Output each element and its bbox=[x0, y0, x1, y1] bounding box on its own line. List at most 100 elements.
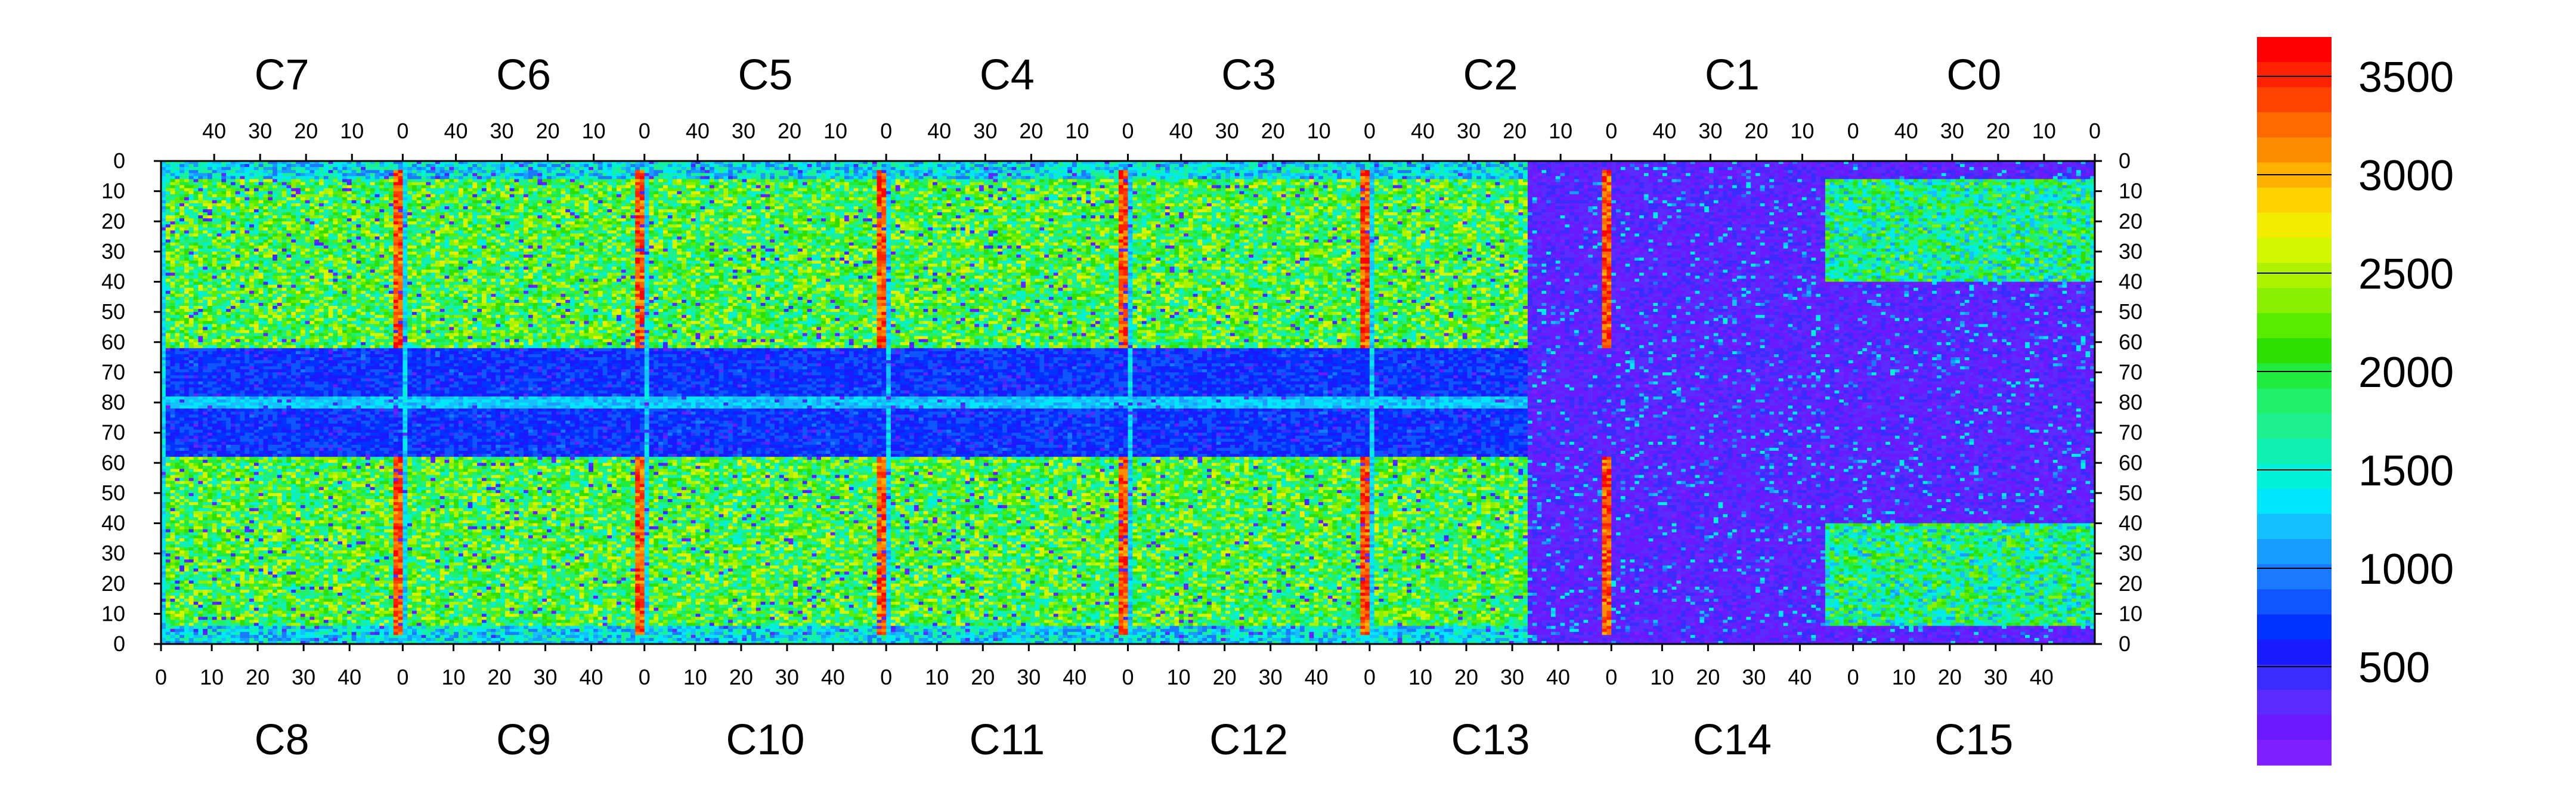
heatmap-cell bbox=[1267, 167, 1272, 171]
heatmap-cell bbox=[175, 173, 179, 177]
heatmap-cell bbox=[658, 167, 663, 171]
heatmap-cell bbox=[961, 176, 965, 179]
heatmap-cell bbox=[2039, 167, 2044, 171]
heatmap-cell bbox=[1704, 170, 1709, 174]
heatmap-cell bbox=[1472, 167, 1476, 171]
heatmap-cell bbox=[1114, 173, 1119, 177]
heatmap-cell bbox=[1179, 164, 1184, 168]
heatmap-cell bbox=[282, 164, 287, 168]
heatmap-cell bbox=[937, 167, 942, 171]
heatmap-cell bbox=[1616, 173, 1621, 177]
heatmap-cell bbox=[812, 167, 816, 171]
heatmap-cell bbox=[905, 167, 909, 171]
heatmap-cell bbox=[691, 170, 696, 174]
heatmap-cell bbox=[1634, 167, 1639, 171]
heatmap-cell bbox=[1123, 176, 1128, 179]
heatmap-cell bbox=[589, 173, 593, 177]
heatmap-cell bbox=[1435, 170, 1439, 174]
heatmap-cell bbox=[496, 173, 500, 177]
heatmap-cell bbox=[979, 176, 984, 179]
heatmap-cell bbox=[463, 170, 468, 174]
heatmap-cell bbox=[1263, 167, 1268, 171]
heatmap-cell bbox=[1095, 176, 1100, 179]
heatmap-cell bbox=[472, 170, 477, 174]
heatmap-cell bbox=[1820, 170, 1825, 174]
heatmap-cell bbox=[184, 170, 189, 174]
heatmap-cell bbox=[552, 167, 556, 171]
heatmap-cell bbox=[2035, 170, 2039, 174]
heatmap-cell bbox=[1979, 167, 1983, 171]
heatmap-cell bbox=[723, 170, 728, 174]
heatmap-cell bbox=[1277, 170, 1281, 174]
heatmap-cell bbox=[1086, 173, 1091, 177]
heatmap-cell bbox=[375, 167, 380, 171]
heatmap-cell bbox=[407, 176, 412, 179]
heatmap-cell bbox=[1946, 173, 1951, 177]
heatmap-cell bbox=[788, 173, 793, 177]
heatmap-cell bbox=[1174, 164, 1179, 168]
heatmap-cell bbox=[1212, 164, 1216, 168]
heatmap-cell bbox=[1895, 170, 1900, 174]
heatmap-cell bbox=[654, 176, 658, 179]
heatmap-cell bbox=[710, 170, 714, 174]
heatmap-cell bbox=[417, 167, 422, 171]
heatmap-cell bbox=[361, 167, 366, 171]
heatmap-cell bbox=[1867, 173, 1872, 177]
heatmap-cell bbox=[877, 164, 882, 168]
heatmap-cell bbox=[1105, 176, 1110, 179]
heatmap-cell bbox=[2044, 173, 2048, 177]
heatmap-cell bbox=[1123, 173, 1128, 177]
heatmap-cell bbox=[1374, 164, 1379, 168]
heatmap-cell bbox=[584, 170, 589, 174]
heatmap-cell bbox=[459, 176, 463, 179]
heatmap-cell bbox=[1993, 167, 1998, 171]
heatmap-cell bbox=[342, 170, 347, 174]
heatmap-cell bbox=[1421, 167, 1426, 171]
heatmap-cell bbox=[1514, 164, 1519, 168]
heatmap-cell bbox=[1351, 173, 1356, 177]
heatmap-cell bbox=[445, 173, 450, 177]
heatmap-cell bbox=[1082, 164, 1086, 168]
heatmap-cell bbox=[1690, 170, 1695, 174]
heatmap-cell bbox=[942, 167, 947, 171]
heatmap-cell bbox=[1160, 164, 1165, 168]
heatmap-cell bbox=[342, 173, 347, 177]
heatmap-cell bbox=[1188, 176, 1193, 179]
heatmap-cell bbox=[375, 173, 380, 177]
heatmap-cell bbox=[1370, 164, 1374, 168]
heatmap-cell bbox=[221, 173, 226, 177]
heatmap-cell bbox=[491, 170, 496, 174]
heatmap-cell bbox=[909, 164, 914, 168]
heatmap-cell bbox=[440, 173, 445, 177]
heatmap-cell bbox=[226, 167, 231, 171]
heatmap-cell bbox=[1807, 173, 1812, 177]
heatmap-cell bbox=[361, 164, 366, 168]
heatmap-cell bbox=[301, 167, 305, 171]
heatmap-cell bbox=[686, 167, 691, 171]
heatmap-cell bbox=[1388, 170, 1393, 174]
heatmap-cell bbox=[1500, 170, 1504, 174]
heatmap-cell bbox=[607, 173, 612, 177]
heatmap-cell bbox=[482, 170, 487, 174]
heatmap-cell bbox=[1602, 170, 1607, 174]
heatmap-cell bbox=[166, 176, 171, 179]
heatmap-cell bbox=[951, 176, 956, 179]
heatmap-cell bbox=[691, 176, 696, 179]
heatmap-cell bbox=[835, 173, 840, 177]
heatmap-cell bbox=[635, 173, 640, 177]
heatmap-cell bbox=[1165, 167, 1170, 171]
heatmap-cell bbox=[2020, 167, 2025, 171]
heatmap-cell bbox=[914, 164, 919, 168]
heatmap-cell bbox=[1974, 164, 1979, 168]
heatmap-cell bbox=[663, 164, 668, 168]
heatmap-cell bbox=[1105, 164, 1110, 168]
heatmap-cell bbox=[733, 164, 738, 168]
heatmap-cell bbox=[1026, 176, 1030, 179]
heatmap-cell bbox=[728, 167, 733, 171]
heatmap-cell bbox=[2085, 170, 2090, 174]
heatmap-cell bbox=[1258, 167, 1263, 171]
heatmap-cell bbox=[1398, 176, 1402, 179]
heatmap-cell bbox=[2067, 164, 2072, 168]
heatmap-cell bbox=[1277, 164, 1281, 168]
heatmap-cell bbox=[1970, 164, 1974, 168]
